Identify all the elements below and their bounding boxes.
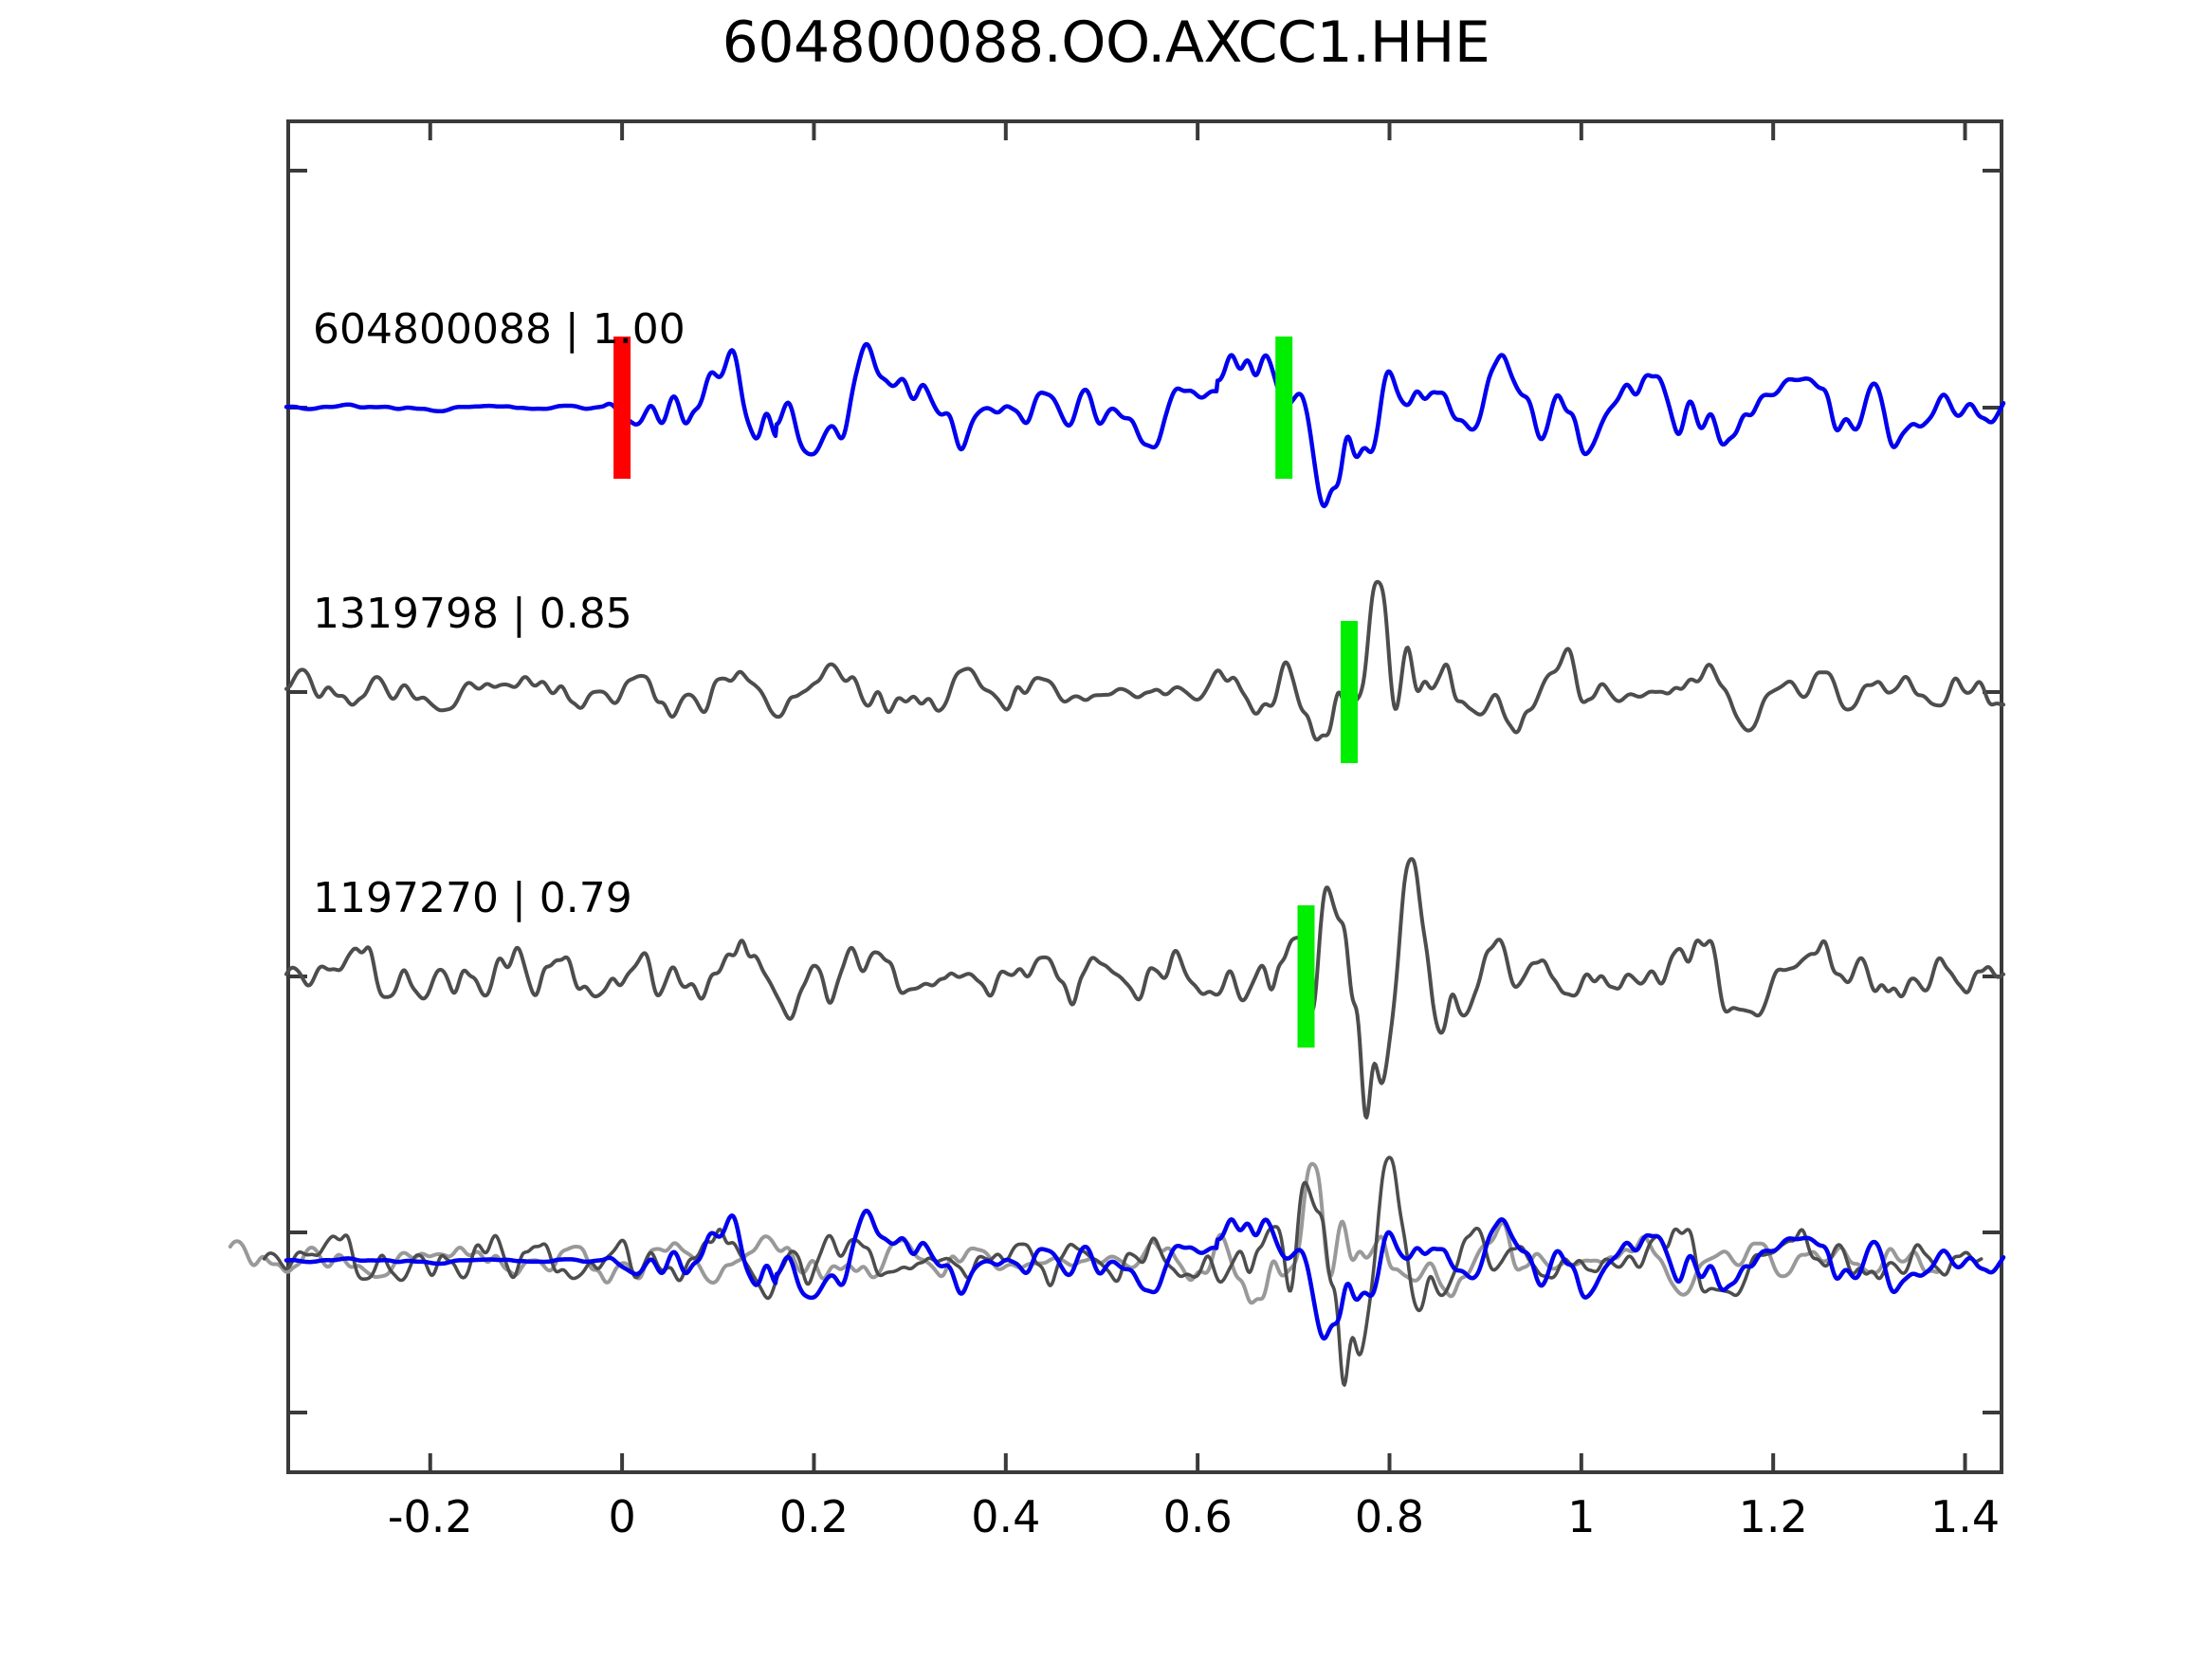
x-tick-label: 1.4 [1929, 1491, 2001, 1542]
x-tick-label: 0.4 [971, 1491, 1041, 1542]
x-tick-label: 0.8 [1354, 1491, 1425, 1542]
page-title: 604800088.OO.AXCC1.HHE [722, 9, 1490, 76]
x-tick-label: 1.2 [1738, 1491, 1808, 1542]
trace-label-2: 1197270 | 0.79 [313, 874, 632, 922]
x-tick-label: 0.6 [1162, 1491, 1233, 1542]
x-tick-label: -0.2 [387, 1491, 473, 1542]
x-tick-label: 0 [608, 1491, 636, 1542]
x-tick-label: 1 [1567, 1491, 1596, 1542]
trace-label-0: 604800088 | 1.00 [313, 305, 686, 354]
x-tick-label: 0.2 [778, 1491, 850, 1542]
trace-label-1: 1319798 | 0.85 [313, 590, 632, 638]
